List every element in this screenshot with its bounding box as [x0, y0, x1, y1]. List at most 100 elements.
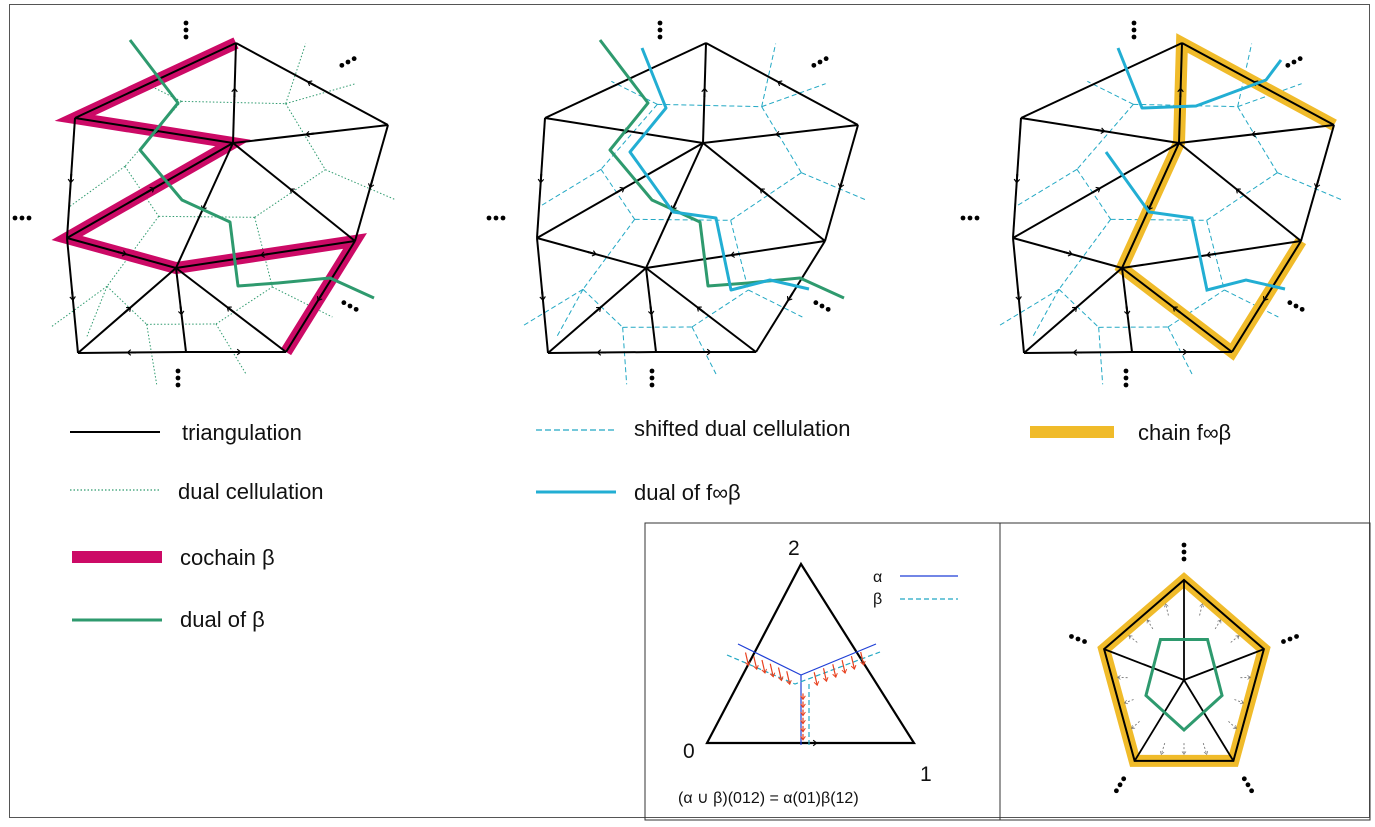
ellipsis-dot — [1123, 382, 1129, 388]
edge-arrow — [774, 130, 785, 138]
edge-arrow — [539, 291, 546, 302]
ellipsis-dot — [657, 34, 663, 40]
dual-cell-spoke — [801, 172, 866, 201]
ellipsis-dot — [1294, 634, 1299, 639]
dual-cell-spoke — [1015, 168, 1078, 207]
edge-arrow — [1069, 306, 1078, 314]
ellipsis-dot — [347, 303, 353, 309]
cup-arrow — [841, 660, 848, 674]
edge-arrow — [367, 178, 375, 189]
ellipsis-dot — [1245, 782, 1251, 788]
inset-triangle — [705, 561, 916, 745]
ellipsis-dot — [12, 215, 18, 221]
inset-beta-line — [726, 651, 881, 685]
dual-cell-spoke — [86, 286, 108, 337]
ellipsis-dot — [825, 306, 831, 312]
ellipsis-dot — [345, 59, 351, 65]
ellipsis-dot — [1123, 368, 1129, 374]
triangulation-edge — [1020, 42, 1183, 119]
ellipsis-dot — [1131, 34, 1137, 40]
pentagon-push-arrow — [1131, 720, 1140, 730]
ellipsis-dot — [353, 306, 359, 312]
ellipsis-dot — [1117, 782, 1123, 788]
dual-cell-spoke — [1224, 289, 1279, 318]
edge-arrow — [1146, 201, 1154, 211]
pentagon-spoke — [1133, 679, 1185, 762]
pentagon-push-arrow — [1214, 619, 1222, 630]
edge-arrow — [259, 251, 270, 258]
inset-beta-label: β — [873, 591, 882, 608]
edge-arrow — [177, 305, 185, 316]
dual-cell-edge — [657, 103, 762, 108]
ellipsis-dot — [649, 382, 655, 388]
ellipsis-dot — [1082, 639, 1087, 644]
inset-cup-product: 0 1 2 α β (α ∪ β)(012) = α(01)β(12) — [644, 522, 1001, 821]
dual-cell-spoke — [761, 83, 826, 108]
dual-cell-edge — [1206, 220, 1225, 291]
ellipsis-dot — [657, 20, 663, 26]
cup-arrow — [860, 651, 866, 666]
ellipsis-dot — [175, 382, 181, 388]
dual-cell-spoke — [1032, 289, 1060, 337]
ellipsis-dot — [175, 375, 181, 381]
edge-arrow — [587, 250, 597, 257]
ellipsis-dot — [819, 303, 825, 309]
dual-cell-spoke — [1087, 80, 1134, 105]
ellipsis-dot — [813, 300, 819, 306]
cup-arrow — [832, 664, 838, 679]
edge-arrow — [647, 305, 655, 316]
dual-cell-spoke — [761, 43, 777, 107]
dual-cell-edge — [215, 286, 273, 325]
inset-formula: (α ∪ β)(012) = α(01)β(12) — [678, 790, 859, 807]
dual-cell-spoke — [521, 288, 584, 327]
dual-cell-edge — [1058, 288, 1100, 328]
pentagon-push-arrow — [1202, 742, 1209, 756]
ellipsis-dot — [960, 215, 966, 221]
edge-arrow — [69, 291, 76, 302]
ellipsis-dot — [175, 368, 181, 374]
edge-arrow — [200, 201, 208, 211]
ellipsis-dot — [183, 27, 189, 33]
dual-cell-edge — [254, 169, 326, 218]
figure-frame — [9, 4, 1370, 818]
ellipsis-dot — [493, 215, 499, 221]
panel-cochain-beta — [51, 37, 396, 385]
inset-box-pentagon — [999, 522, 1371, 821]
panel-shifted-dual — [521, 39, 866, 385]
edge-arrow — [146, 186, 155, 194]
edge-arrow — [1313, 178, 1321, 189]
legend-label-dual-beta: dual of β — [180, 607, 265, 632]
ellipsis-dot — [1287, 636, 1293, 642]
dual-cell-edge — [158, 215, 255, 218]
pentagon-push-arrow — [1164, 603, 1169, 616]
dual-cell-edge — [730, 220, 749, 291]
pentagon-push-arrow — [1234, 699, 1245, 705]
dual-cell-spoke — [556, 289, 584, 337]
dual-cell-edge — [582, 288, 624, 328]
cup-arrow — [822, 668, 829, 683]
ellipsis-dot — [183, 20, 189, 26]
edge-arrow — [729, 251, 740, 258]
dual-cell-edge — [1076, 169, 1112, 220]
dual-cell-spoke — [51, 285, 108, 327]
dual-cell-spoke — [285, 83, 356, 105]
dual-cell-spoke — [146, 324, 158, 385]
legend: triangulation dual cellulation cochain β… — [70, 416, 1231, 632]
pentagon-spoke — [1183, 648, 1265, 681]
dual-cell-spoke — [215, 323, 247, 375]
dual-cell-edge — [1076, 104, 1134, 170]
dual-cell-spoke — [1167, 326, 1193, 375]
edge-arrow — [316, 292, 324, 302]
edge-arrow — [537, 173, 545, 184]
pentagon-spoke — [1183, 679, 1235, 762]
ellipsis-dot — [1181, 542, 1187, 548]
inset-pentagon — [999, 522, 1371, 821]
cup-arrow — [850, 655, 857, 670]
pentagon-drawing — [1069, 542, 1299, 794]
edge-arrow — [777, 80, 786, 87]
ellipsis-dot — [1121, 776, 1127, 782]
pentagon-push-arrow — [1228, 720, 1237, 730]
ellipsis-dot — [351, 56, 357, 62]
ellipsis-dot — [1249, 788, 1255, 794]
